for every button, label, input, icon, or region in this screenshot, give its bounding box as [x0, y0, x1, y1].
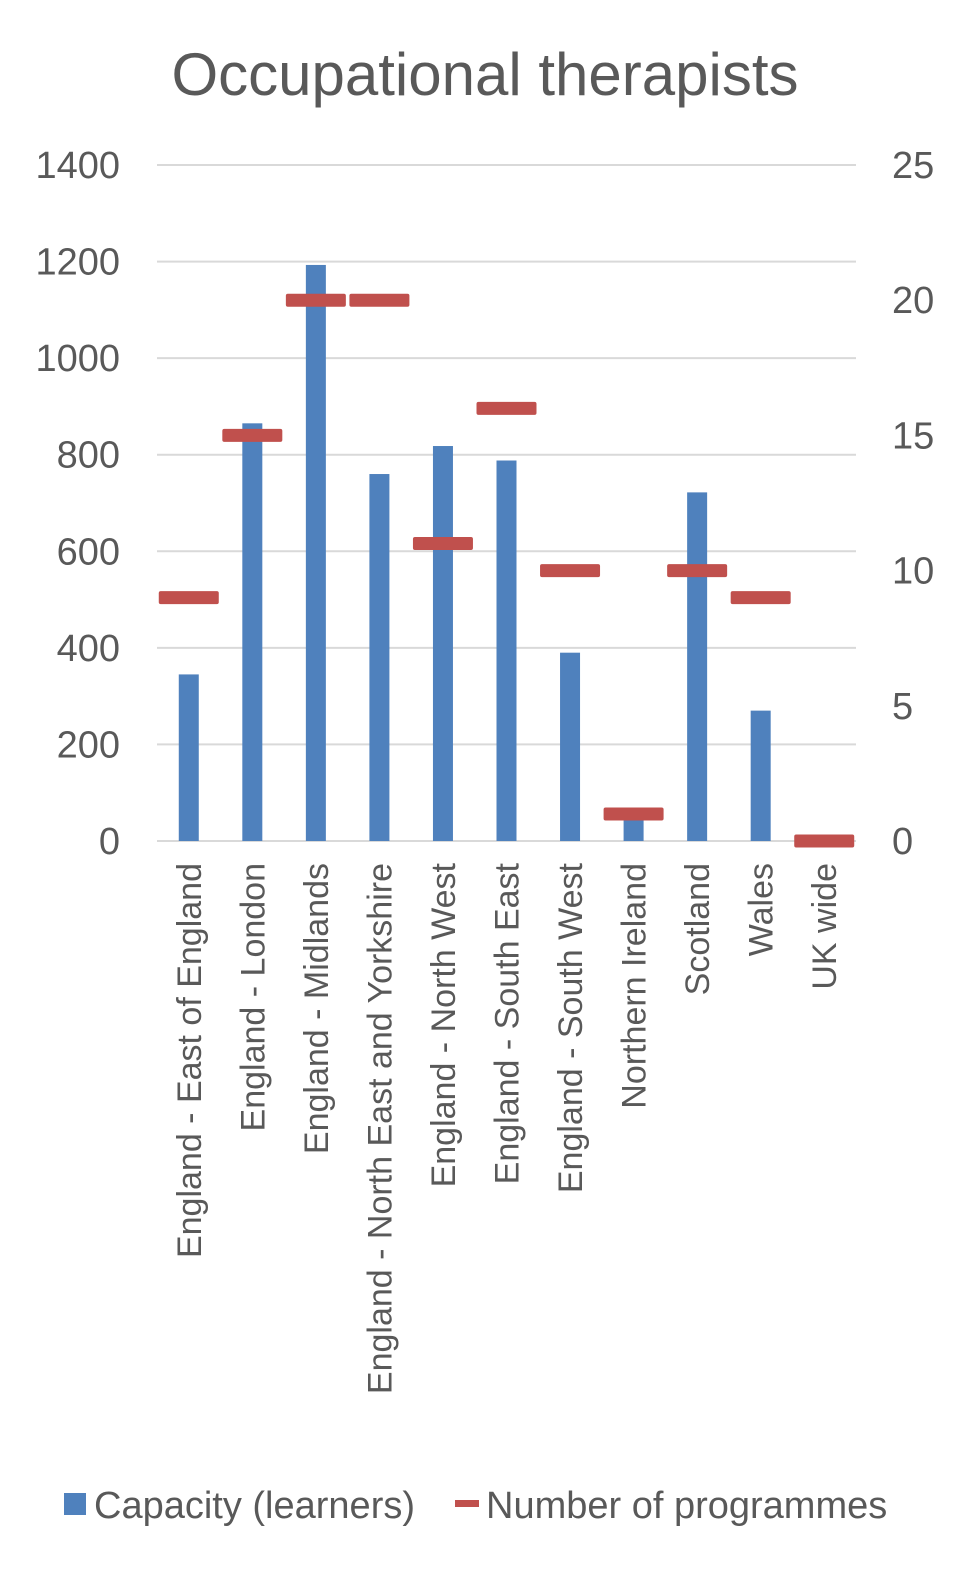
capacity-bars	[178, 264, 771, 841]
legend-swatch-programmes	[455, 1500, 479, 1507]
programme-marker	[476, 401, 537, 415]
right-tick-label: 5	[892, 686, 913, 728]
right-tick-label: 25	[892, 145, 934, 187]
category-label: England - East of England	[171, 863, 209, 1258]
bar	[623, 819, 644, 841]
programme-marker	[794, 834, 855, 848]
bar	[496, 460, 517, 841]
category-label: UK wide	[806, 863, 844, 990]
left-tick-label: 800	[57, 435, 120, 477]
category-label: England - North East and Yorkshire	[361, 863, 399, 1394]
category-label: England - Midlands	[298, 863, 336, 1154]
category-label: England - South East	[489, 862, 527, 1184]
left-tick-label: 600	[57, 531, 120, 573]
bar	[432, 446, 453, 841]
category-label: England - North West	[425, 862, 463, 1187]
left-tick-label: 1000	[35, 338, 120, 380]
programme-marker	[603, 807, 664, 821]
legend-label-capacity: Capacity (learners)	[94, 1485, 415, 1527]
legend: Capacity (learners) Number of programmes	[64, 1485, 887, 1527]
legend-label-programmes: Number of programmes	[486, 1485, 887, 1527]
category-label: England - London	[234, 863, 272, 1131]
bar	[687, 492, 708, 841]
programme-marker	[730, 591, 791, 605]
bar	[369, 474, 390, 841]
bar	[560, 652, 581, 841]
right-tick-label: 0	[892, 821, 913, 863]
bar	[178, 674, 199, 841]
right-axis: 0 5 10 15 20 25	[892, 145, 934, 863]
category-label: England - South West	[552, 862, 590, 1193]
legend-swatch-capacity	[64, 1493, 86, 1515]
category-label: Scotland	[679, 863, 717, 995]
programme-marker	[349, 293, 410, 307]
left-tick-label: 1400	[35, 145, 120, 187]
right-tick-label: 20	[892, 280, 934, 322]
left-tick-label: 400	[57, 628, 120, 670]
bar	[305, 264, 326, 841]
category-labels: England - East of England England - Londo…	[171, 862, 844, 1394]
left-tick-label: 0	[99, 821, 120, 863]
programme-marker	[412, 537, 473, 551]
programme-marker	[285, 293, 346, 307]
category-label: Wales	[743, 863, 781, 956]
right-tick-label: 10	[892, 551, 934, 593]
programme-markers	[158, 293, 855, 848]
left-tick-label: 200	[57, 724, 120, 766]
programme-marker	[222, 428, 283, 442]
programme-marker	[667, 564, 728, 578]
bar	[242, 423, 263, 841]
programme-marker	[158, 591, 219, 605]
right-tick-label: 15	[892, 415, 934, 457]
bar	[750, 710, 771, 841]
programme-marker	[540, 564, 601, 578]
chart-title: Occupational therapists	[171, 41, 798, 108]
category-label: Northern Ireland	[616, 863, 654, 1109]
left-tick-label: 1200	[35, 242, 120, 284]
left-axis: 0 200 400 600 800 1000 1200 1400	[35, 145, 120, 863]
